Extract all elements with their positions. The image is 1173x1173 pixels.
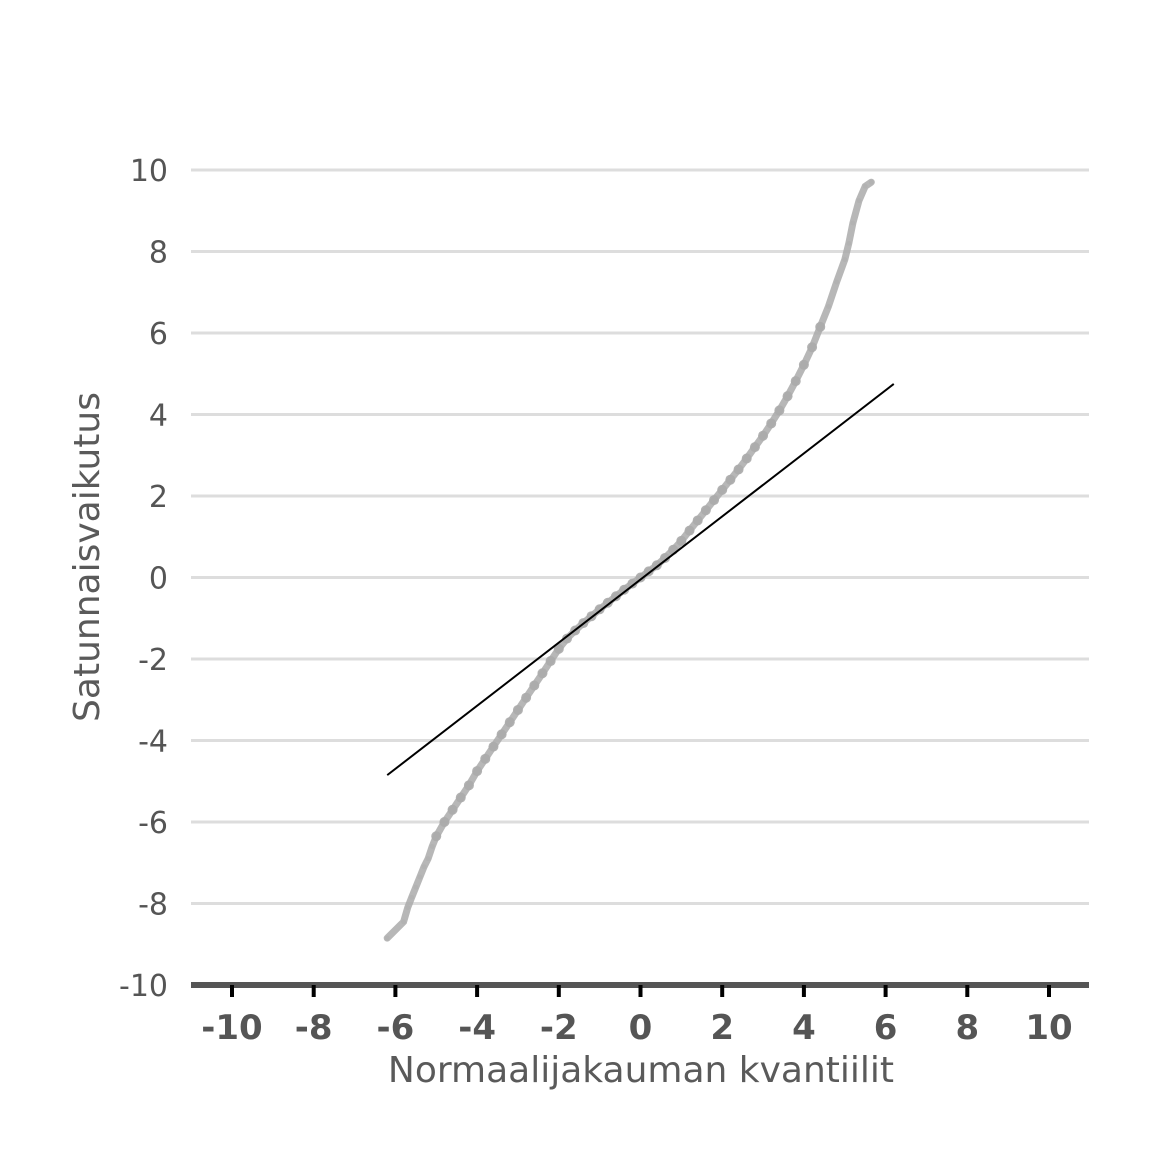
y-tick-label: 8: [149, 236, 168, 271]
y-tick-label: 2: [149, 480, 168, 515]
y-tick-label: 6: [149, 317, 168, 352]
y-axis-title: Satunnaisvaikutus: [67, 392, 108, 722]
x-axis: -10 -8 -6 -4 -2 0 2 4 6 8 10: [191, 982, 1089, 1048]
reference-line: [386, 383, 895, 776]
x-axis-title: Normaalijakauman kvantiilit: [388, 1050, 894, 1091]
x-tick-label: 6: [874, 1008, 898, 1048]
x-tick-label: -6: [377, 1008, 415, 1048]
x-tick-label: 0: [629, 1008, 653, 1048]
grid-layer: [191, 168, 1089, 905]
point-cloud: [383, 178, 875, 942]
x-tick-label: 8: [955, 1008, 979, 1048]
line-layer: [386, 383, 895, 776]
y-tick-label: 4: [149, 399, 168, 434]
x-tick-label: -10: [201, 1008, 262, 1048]
x-tick-label: 2: [710, 1008, 734, 1048]
y-tick-label: 0: [149, 562, 168, 597]
x-tick-label: 4: [792, 1008, 816, 1048]
y-tick-label: -2: [138, 643, 168, 678]
x-tick-label: -2: [540, 1008, 578, 1048]
y-tick-label: 10: [130, 154, 168, 189]
y-axis: 10 8 6 4 2 0 -2 -4 -6 -8 -10: [119, 154, 168, 1004]
x-tick-label: -8: [295, 1008, 333, 1048]
y-tick-label: -4: [138, 725, 168, 760]
y-tick-label: -6: [138, 806, 168, 841]
points-layer: [383, 178, 875, 942]
y-tick-label: -10: [119, 969, 168, 1004]
x-tick-label: -4: [458, 1008, 496, 1048]
y-tick-label: -8: [138, 888, 168, 923]
x-tick-label: 10: [1025, 1008, 1072, 1048]
